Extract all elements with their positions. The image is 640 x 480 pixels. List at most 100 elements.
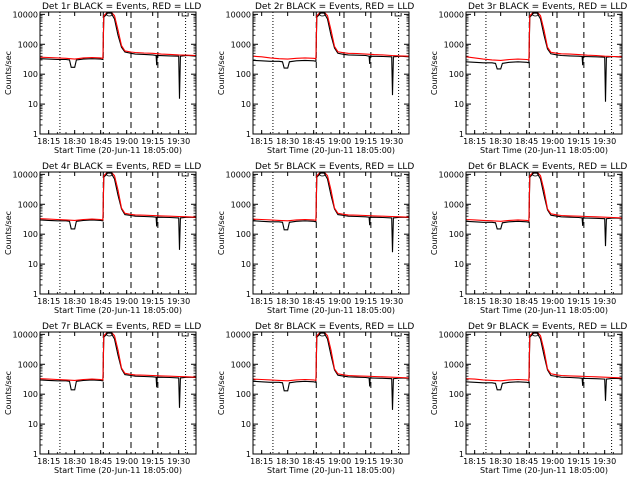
y-tick-label: 1 (33, 450, 38, 459)
x-tick-label: 19:15 (567, 457, 590, 466)
panel-title: Det 3r BLACK = Events, RED = LLD (468, 2, 627, 12)
plot-frame (39, 331, 197, 455)
panel-title: Det 5r BLACK = Events, RED = LLD (255, 162, 414, 172)
y-tick-label: 100 (449, 230, 464, 239)
panel-3: Det 3r BLACK = Events, RED = LLD Counts/s… (430, 2, 627, 155)
x-axis-label: Start Time (20-Jun-11 18:05:00) (54, 306, 182, 315)
panel-data (466, 332, 622, 401)
y-tick-label: 1000 (18, 200, 38, 209)
x-axis-label: Start Time (20-Jun-11 18:05:00) (480, 466, 608, 475)
x-axis-label: Start Time (20-Jun-11 18:05:00) (267, 466, 395, 475)
series-lld-line (40, 332, 196, 381)
attenuator-out-marker (394, 333, 402, 337)
panel-data (466, 172, 622, 247)
y-tick-label: 100 (23, 70, 38, 79)
y-tick-label: 1000 (18, 40, 38, 49)
y-tick-label: 1 (33, 130, 38, 139)
y-tick-label: 10 (454, 260, 464, 269)
plot-frame (465, 331, 623, 455)
y-tick-label: 10 (241, 420, 251, 429)
x-tick-label: 18:45 (302, 457, 325, 466)
x-tick-label: 19:00 (328, 457, 351, 466)
attenuator-out-marker (607, 333, 615, 337)
x-tick-label: 18:45 (302, 297, 325, 306)
panel-title: Det 6r BLACK = Events, RED = LLD (468, 162, 627, 172)
y-tick-label: 10 (28, 260, 38, 269)
panel-7: Det 7r BLACK = Events, RED = LLD Counts/s… (4, 322, 201, 475)
series-lld-line (466, 332, 622, 382)
x-axis-label: Start Time (20-Jun-11 18:05:00) (480, 306, 608, 315)
x-tick-label: 18:30 (276, 297, 299, 306)
panel-data (40, 12, 196, 99)
plot-frame (465, 11, 623, 135)
y-tick-label: 1 (459, 450, 464, 459)
series-events-line (466, 332, 622, 401)
y-axis-label: Counts/sec (430, 211, 439, 255)
y-tick-label: 1000 (444, 360, 464, 369)
y-tick-label: 1 (246, 450, 251, 459)
x-tick-label: 19:15 (354, 297, 377, 306)
attenuator-out-marker (181, 173, 189, 177)
x-tick-label: 18:30 (63, 137, 86, 146)
series-lld-line (253, 332, 409, 382)
y-tick-label: 100 (236, 230, 251, 239)
y-tick-label: 1000 (444, 200, 464, 209)
x-tick-label: 18:15 (37, 137, 60, 146)
panel-data (40, 332, 196, 408)
series-lld-line (253, 12, 409, 60)
attenuator-out-marker (181, 13, 189, 17)
panel-8: Det 8r BLACK = Events, RED = LLD Counts/s… (217, 322, 414, 475)
y-tick-label: 10000 (439, 170, 464, 179)
x-tick-label: 19:00 (328, 297, 351, 306)
x-tick-label: 19:15 (141, 457, 164, 466)
series-events-line (466, 12, 622, 102)
series-lld-line (40, 172, 196, 221)
x-tick-label: 19:30 (167, 137, 190, 146)
series-lld-line (253, 172, 409, 222)
x-tick-label: 19:15 (354, 137, 377, 146)
panel-1: Det 1r BLACK = Events, RED = LLD Counts/s… (4, 2, 201, 155)
x-tick-label: 18:45 (515, 297, 538, 306)
series-events-line (40, 332, 196, 408)
x-tick-label: 18:30 (489, 457, 512, 466)
series-events-line (253, 332, 409, 410)
y-tick-label: 1000 (231, 40, 251, 49)
panel-title: Det 9r BLACK = Events, RED = LLD (468, 322, 627, 332)
y-axis-label: Counts/sec (430, 51, 439, 95)
y-tick-label: 1000 (231, 200, 251, 209)
x-tick-label: 18:30 (489, 297, 512, 306)
panel-title: Det 4r BLACK = Events, RED = LLD (42, 162, 201, 172)
attenuator-out-marker (181, 333, 189, 337)
series-lld-line (40, 12, 196, 60)
series-lld-line (466, 12, 622, 61)
x-axis-label: Start Time (20-Jun-11 18:05:00) (267, 306, 395, 315)
y-tick-label: 100 (23, 230, 38, 239)
y-tick-label: 10 (28, 100, 38, 109)
x-tick-label: 18:45 (89, 457, 112, 466)
y-tick-label: 100 (449, 390, 464, 399)
x-axis-label: Start Time (20-Jun-11 18:05:00) (54, 466, 182, 475)
y-tick-label: 10000 (13, 330, 38, 339)
x-tick-label: 18:15 (37, 297, 60, 306)
x-tick-label: 19:00 (115, 137, 138, 146)
attenuator-out-marker (607, 13, 615, 17)
y-axis-label: Counts/sec (217, 211, 226, 255)
x-tick-label: 19:00 (541, 297, 564, 306)
x-tick-label: 18:15 (463, 457, 486, 466)
x-tick-label: 18:15 (463, 137, 486, 146)
y-tick-label: 1000 (231, 360, 251, 369)
x-tick-label: 18:30 (63, 457, 86, 466)
y-tick-label: 1 (246, 130, 251, 139)
y-tick-label: 1 (246, 290, 251, 299)
panel-data (253, 332, 409, 410)
x-tick-label: 19:00 (541, 457, 564, 466)
series-lld-line (466, 172, 622, 222)
panel-title: Det 8r BLACK = Events, RED = LLD (255, 322, 414, 332)
y-tick-label: 10 (454, 100, 464, 109)
x-axis-label: Start Time (20-Jun-11 18:05:00) (480, 146, 608, 155)
x-tick-label: 19:00 (115, 457, 138, 466)
y-tick-label: 10 (241, 260, 251, 269)
x-tick-label: 19:30 (380, 297, 403, 306)
x-tick-label: 19:00 (328, 137, 351, 146)
series-events-line (253, 172, 409, 253)
